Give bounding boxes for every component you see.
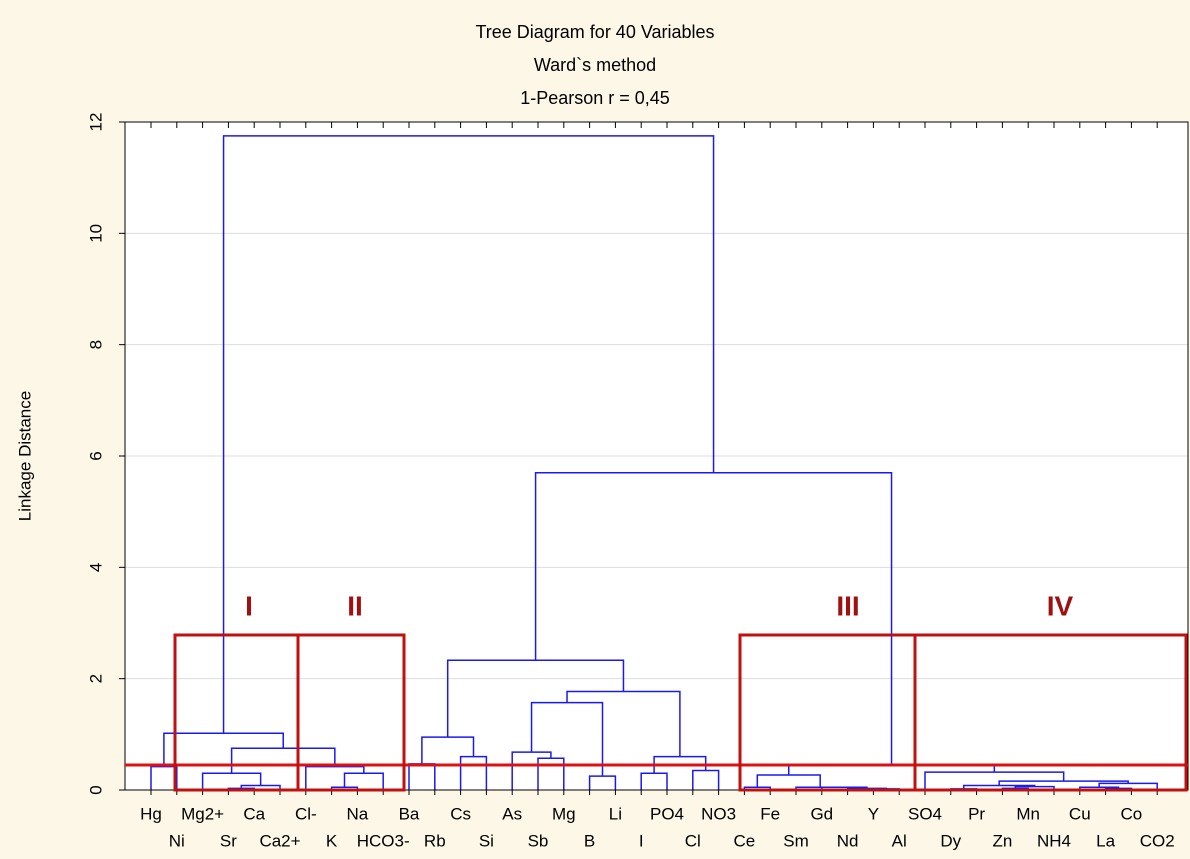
leaf-label: Sm <box>783 831 809 850</box>
box-label: II <box>347 590 363 621</box>
link <box>421 736 475 764</box>
y-tick-label: 0 <box>86 785 105 794</box>
leaf-label: Mg2+ <box>181 804 224 823</box>
leaf-label: Ce <box>734 831 756 850</box>
leaf-label: Cl <box>685 831 701 850</box>
metric-label: 1-Pearson r = 0,45 <box>520 88 670 108</box>
leaf-label: NH4 <box>1037 831 1071 850</box>
leaf-label: HCO3- <box>357 831 410 850</box>
y-tick-label: 4 <box>86 563 105 572</box>
y-axis-label: Linkage Distance <box>15 391 34 521</box>
leaf-label: Na <box>347 804 369 823</box>
leaf-label: Mg <box>552 804 576 823</box>
leaf-label: Rb <box>424 831 446 850</box>
leaf-label: Cl- <box>295 804 317 823</box>
link <box>446 659 625 738</box>
link <box>692 769 720 790</box>
leaf-label: As <box>502 804 522 823</box>
y-tick-label: 6 <box>86 451 105 460</box>
leaf-label: SO4 <box>908 804 942 823</box>
group-box <box>913 633 1188 792</box>
leaf-label: NO3 <box>701 804 736 823</box>
box-label: I <box>245 590 253 621</box>
link <box>222 135 715 734</box>
link <box>511 751 552 790</box>
leaf-label: CO2 <box>1140 831 1175 850</box>
chart-subtitle: Ward`s method <box>534 55 656 75</box>
leaf-label: B <box>584 831 595 850</box>
leaf-label: Y <box>868 804 879 823</box>
link <box>962 784 1036 789</box>
box-label: III <box>836 590 859 621</box>
leaf-label: Cs <box>450 804 471 823</box>
y-tick-label: 12 <box>86 113 105 132</box>
leaf-label: Dy <box>940 831 961 850</box>
plot-frame <box>124 121 1189 791</box>
leaf-label: Mn <box>1016 804 1040 823</box>
leaf-label: K <box>326 831 338 850</box>
y-tick-label: 8 <box>86 340 105 349</box>
y-tick-label: 2 <box>86 674 105 683</box>
leaf-label: Pr <box>968 804 985 823</box>
y-tick-label: 10 <box>86 224 105 243</box>
leaf-label: Ni <box>169 831 185 850</box>
leaf-label: Co <box>1121 804 1143 823</box>
leaf-label: Al <box>892 831 907 850</box>
chart-title: Tree Diagram for 40 Variables <box>475 22 714 42</box>
leaf-label: Cu <box>1069 804 1091 823</box>
link <box>924 771 1065 790</box>
leaf-label: I <box>639 831 644 850</box>
box-label: IV <box>1047 590 1074 621</box>
leaf-label: Ca <box>243 804 265 823</box>
leaf-label: Si <box>479 831 494 850</box>
leaf-label: Gd <box>810 804 833 823</box>
leaf-label: PO4 <box>650 804 684 823</box>
leaf-label: Nd <box>837 831 859 850</box>
leaf-label: Sr <box>220 831 237 850</box>
link <box>240 784 281 790</box>
leaf-label: Fe <box>760 804 780 823</box>
leaf-label: Ca2+ <box>259 831 300 850</box>
leaf-label: Li <box>609 804 622 823</box>
leaf-label: Zn <box>992 831 1012 850</box>
leaf-label: Sb <box>528 831 549 850</box>
leaf-label: Ba <box>399 804 420 823</box>
group-box <box>296 633 406 792</box>
leaf-label: La <box>1096 831 1115 850</box>
leaf-label: Hg <box>140 804 162 823</box>
